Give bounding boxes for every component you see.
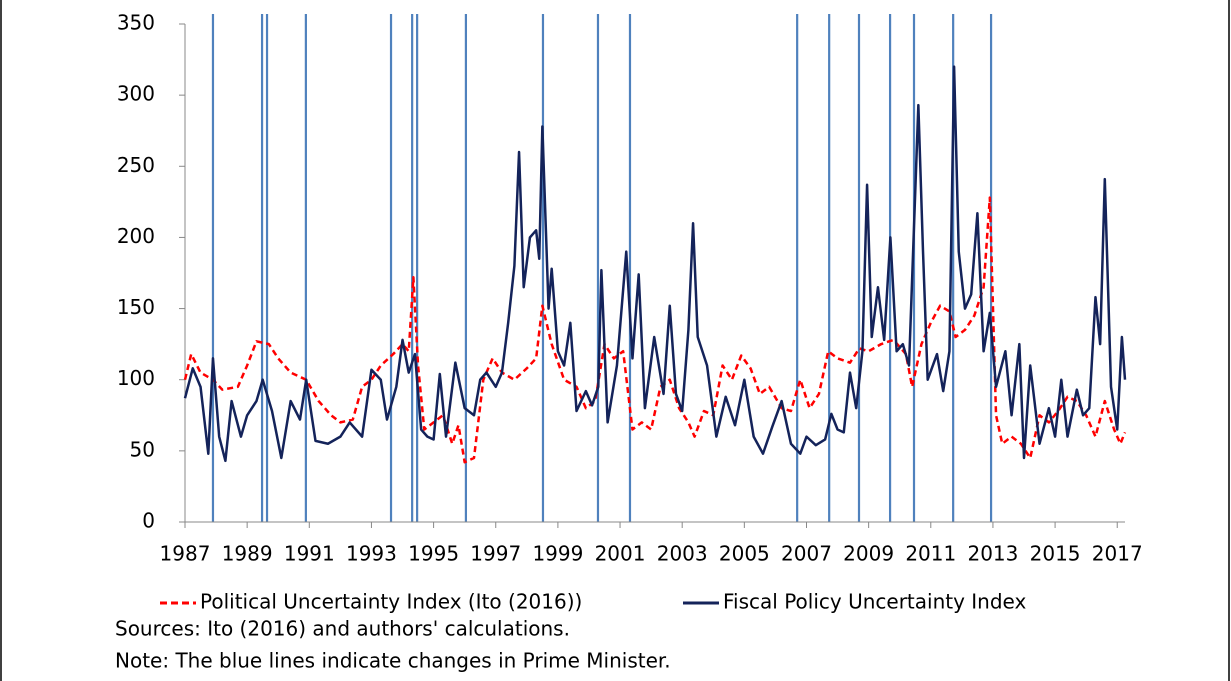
x-tick-label: 1999: [532, 542, 583, 566]
x-tick-label: 2001: [595, 542, 646, 566]
x-tick-label: 2005: [719, 542, 770, 566]
y-tick-label: 0: [142, 509, 155, 533]
x-tick-label: 2009: [843, 542, 894, 566]
y-tick-label: 350: [117, 11, 155, 35]
note: Note: The blue lines indicate changes in…: [115, 649, 671, 673]
series-line: [183, 65, 1127, 463]
y-tick-label: 250: [117, 153, 155, 177]
x-tick-label: 1989: [222, 542, 273, 566]
y-tick-label: 300: [117, 82, 155, 106]
series-line: [183, 196, 1127, 464]
x-tick-label: 1991: [284, 542, 335, 566]
x-tick-label: 1997: [470, 542, 521, 566]
x-tick-label: 2011: [905, 542, 956, 566]
x-tick-label: 2007: [781, 542, 832, 566]
y-tick-label: 200: [117, 224, 155, 248]
y-tick-label: 100: [117, 366, 155, 390]
x-tick-label: 2003: [657, 542, 708, 566]
x-tick-label: 1995: [408, 542, 459, 566]
x-tick-label: 2017: [1092, 542, 1143, 566]
x-tick-label: 1987: [160, 542, 211, 566]
y-tick-label: 150: [117, 295, 155, 319]
y-tick-label: 50: [130, 437, 155, 461]
x-tick-label: 2013: [967, 542, 1018, 566]
legend-label: Political Uncertainty Index (Ito (2016)): [200, 590, 582, 614]
x-tick-label: 1993: [346, 542, 397, 566]
legend-label: Fiscal Policy Uncertainty Index: [723, 590, 1027, 614]
sources: Sources: Ito (2016) and authors' calcula…: [115, 617, 570, 641]
x-tick-label: 2015: [1030, 542, 1081, 566]
